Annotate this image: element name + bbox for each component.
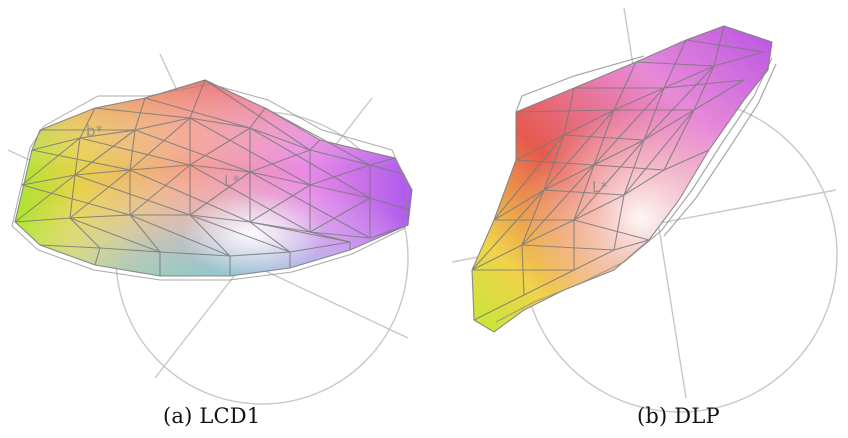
gamut-wireframe-outer-dlp	[495, 55, 777, 323]
axis-label-lstar: L*	[592, 178, 608, 196]
axis-label-lstar: L*	[224, 172, 240, 190]
gamut-wireframe-dlp	[471, 25, 773, 333]
gamut-wireframe-outer-lcd1	[11, 83, 409, 281]
gamut-plot-lcd1: b* L*	[7, 53, 413, 405]
panel-dlp: L* (b) DLP	[424, 0, 848, 438]
gamut-surface-lcd1	[15, 80, 412, 276]
axis-label-bstar: b*	[86, 122, 104, 140]
panel-lcd1: b* L* (a) LCD1	[7, 53, 413, 428]
gamut-surface-dlp	[472, 26, 772, 332]
gamut-plot-dlp: L*	[451, 7, 838, 413]
caption-dlp: (b) DLP	[637, 404, 720, 428]
gamut-wireframe-lcd1	[14, 79, 413, 277]
caption-lcd1: (a) LCD1	[163, 404, 261, 428]
